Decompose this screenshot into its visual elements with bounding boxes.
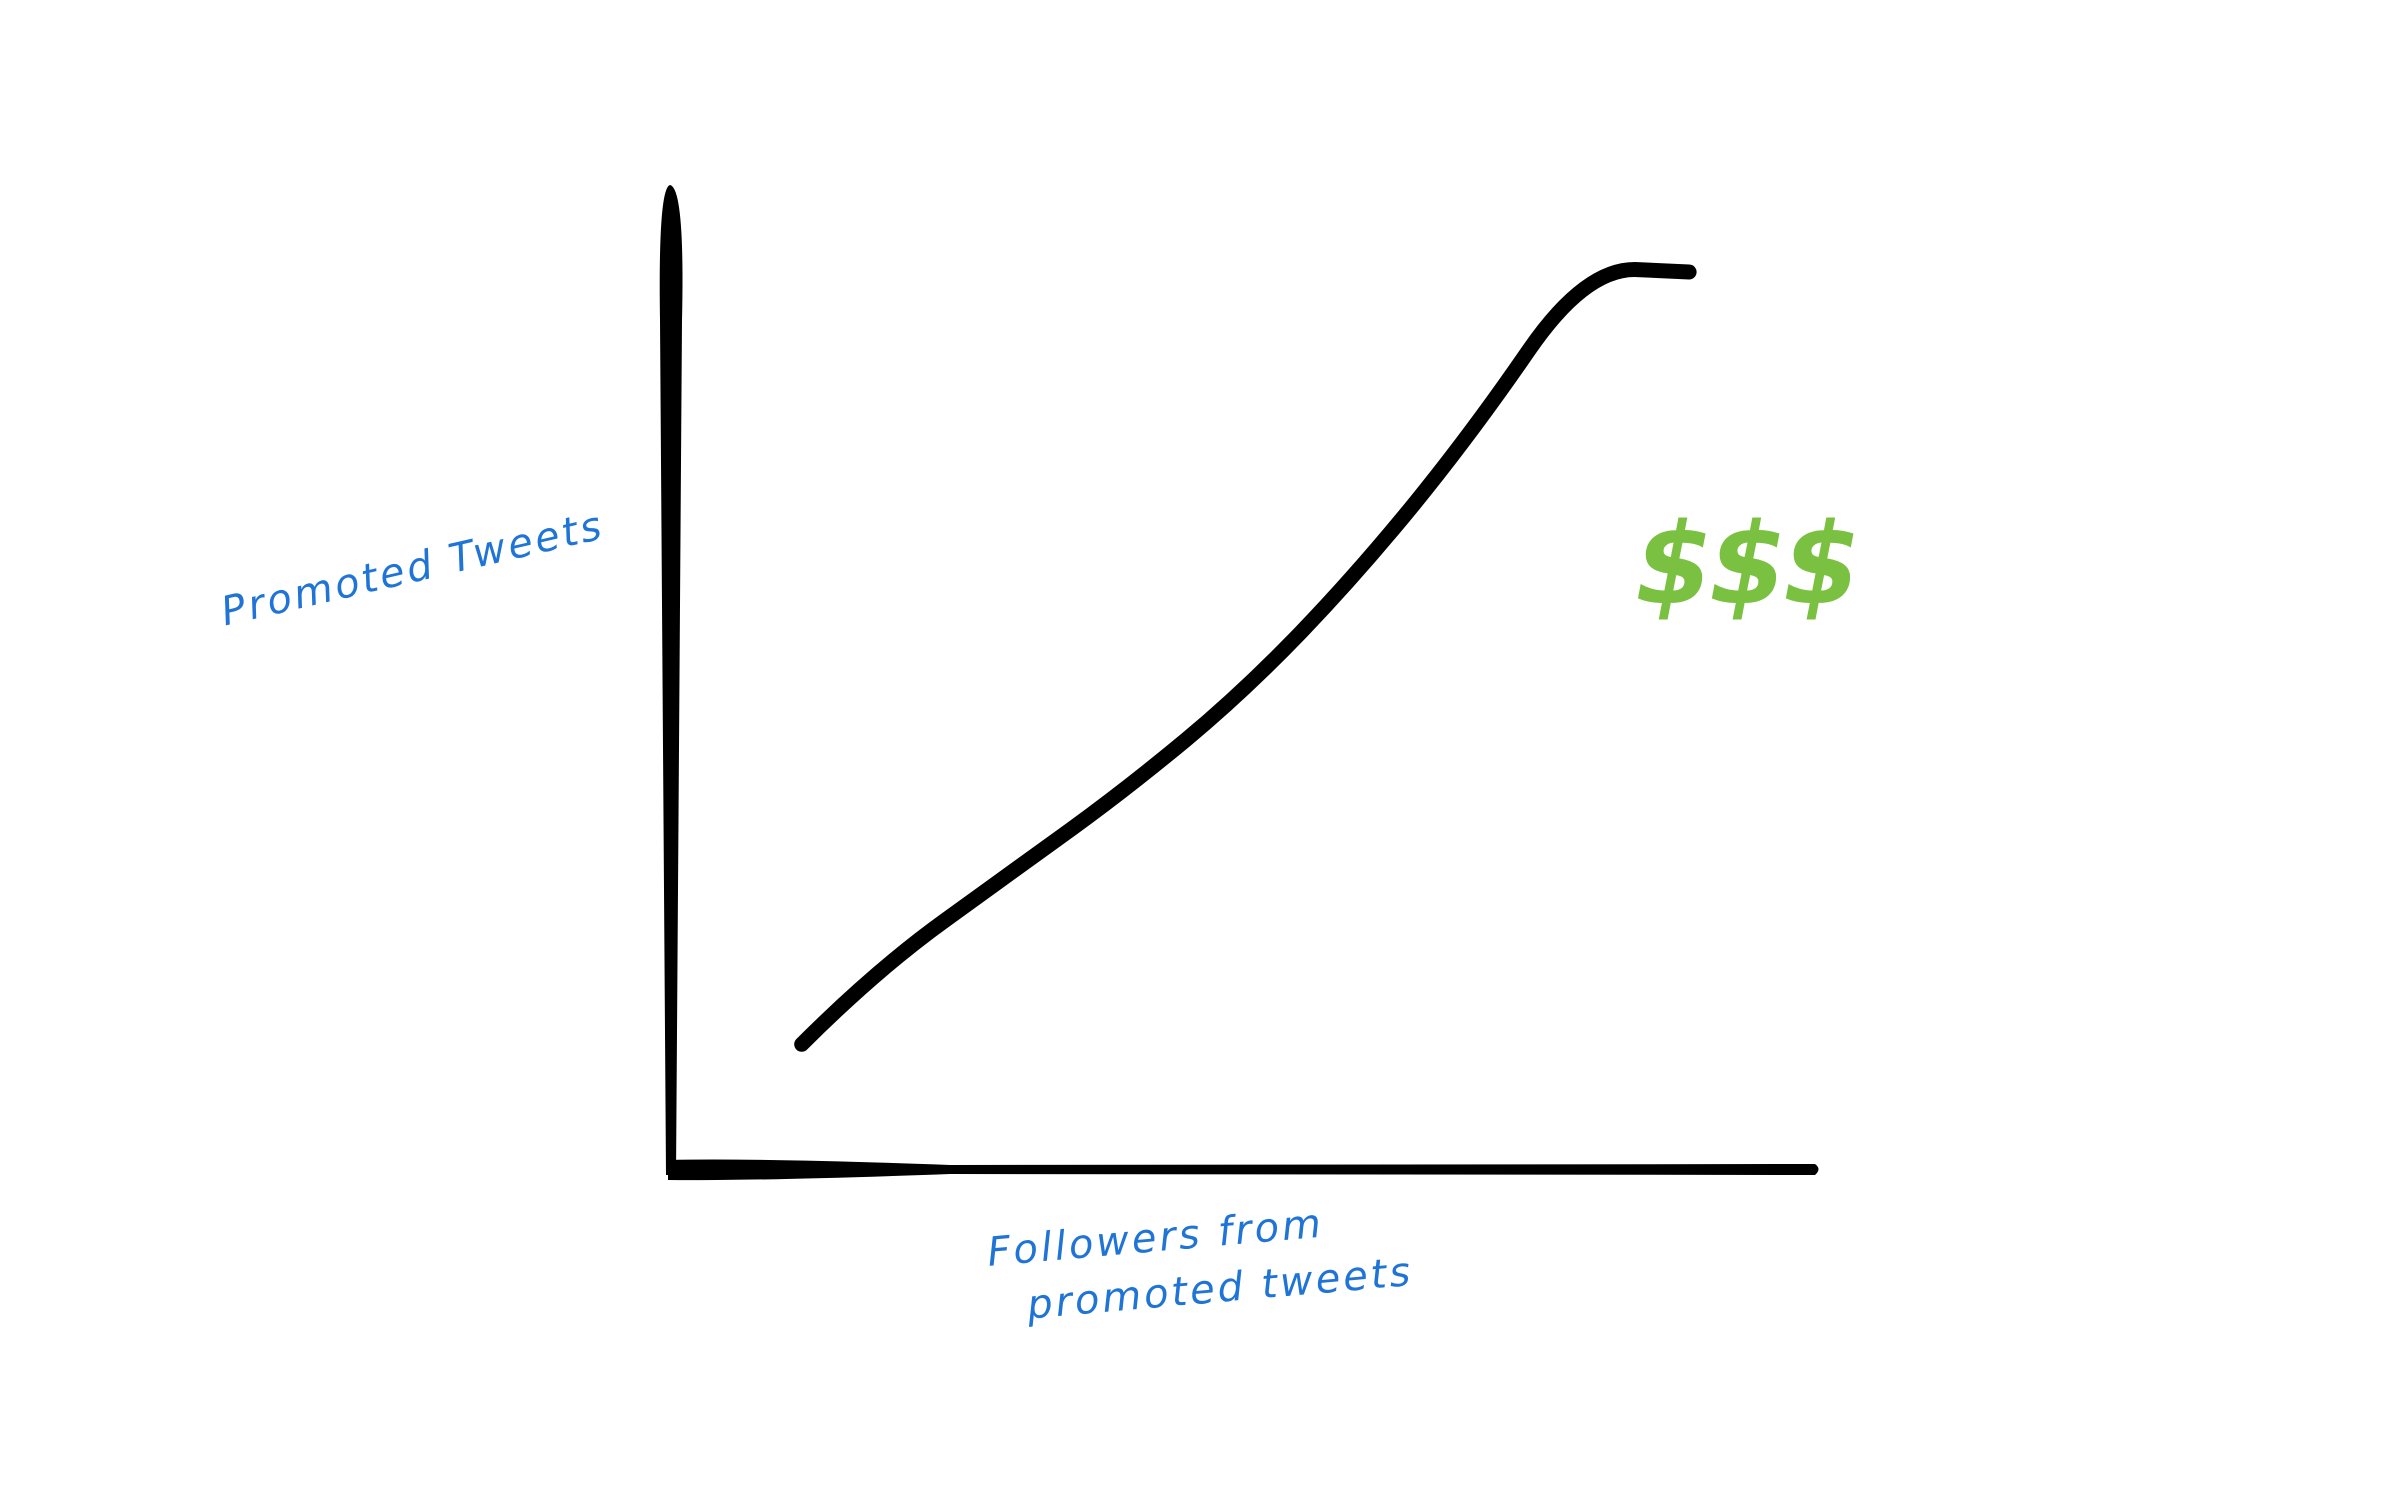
series-line <box>794 262 1697 1052</box>
money-annotation: $$$ <box>1635 500 1861 630</box>
x-axis <box>668 1159 1819 1181</box>
y-axis <box>659 185 683 1175</box>
